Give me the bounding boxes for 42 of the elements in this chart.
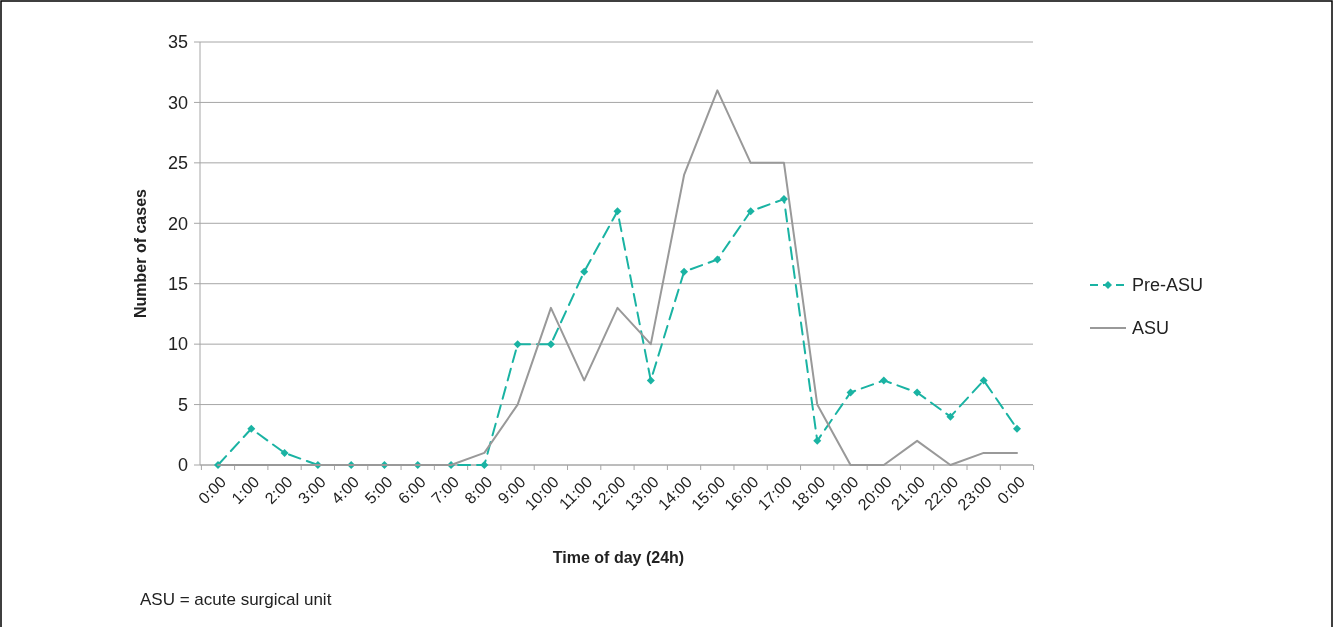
point — [813, 436, 822, 445]
x-tick-label: 4:00 — [328, 472, 363, 508]
x-tick-label: 8:00 — [461, 472, 496, 508]
point — [480, 461, 489, 469]
x-tick-label: 3:00 — [294, 472, 330, 508]
point — [779, 195, 788, 204]
y-tick-label: 15 — [167, 274, 188, 295]
point — [879, 376, 888, 385]
point — [1013, 424, 1021, 433]
y-tick-label: 20 — [167, 213, 188, 234]
x-tick-label: 0:00 — [195, 472, 230, 508]
x-tick-label: 6:00 — [394, 472, 429, 508]
point — [680, 267, 689, 276]
point — [713, 255, 722, 264]
point — [546, 340, 555, 349]
point — [247, 424, 256, 433]
point — [746, 207, 755, 216]
point — [513, 340, 522, 349]
x-axis-title: Time of day (24h) — [552, 549, 685, 566]
point — [280, 448, 289, 457]
point — [913, 388, 922, 397]
x-tick-label: 5:00 — [361, 472, 396, 508]
text: ASU = acute surgical unit — [140, 590, 332, 609]
point — [979, 376, 988, 385]
y-tick-label: 25 — [167, 153, 188, 174]
y-tick-label: 5 — [177, 394, 188, 415]
x-tick-label: 2:00 — [261, 472, 296, 508]
x-tick-label: 7:00 — [428, 472, 463, 508]
y-tick-label: 30 — [167, 92, 188, 113]
y-axis-title: Number of cases — [132, 188, 149, 318]
y-tick-label: 0 — [177, 455, 188, 476]
point — [846, 388, 855, 397]
legend-label: Pre-ASU — [1132, 275, 1204, 296]
legend-label: ASU — [1132, 318, 1170, 339]
point — [613, 207, 622, 216]
y-tick-label: 35 — [167, 32, 188, 53]
point — [646, 376, 655, 385]
point — [580, 267, 589, 276]
point — [946, 412, 955, 421]
y-tick-label: 10 — [167, 334, 188, 355]
x-tick-label: 0:00 — [994, 472, 1029, 508]
x-tick-label: 1:00 — [228, 472, 263, 508]
